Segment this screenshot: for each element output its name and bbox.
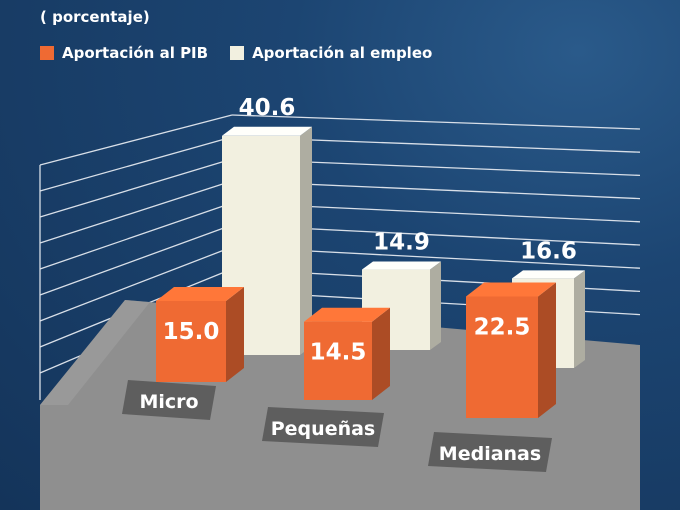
category-text: Pequeñas	[271, 418, 375, 440]
bar-pib-0-top	[156, 287, 244, 301]
bar-pib-1-side	[372, 307, 390, 400]
gridline-left	[39, 246, 233, 322]
bar-pib-1-top	[304, 307, 390, 322]
gridline-left	[39, 224, 233, 296]
bar-pib-2-top	[466, 282, 556, 297]
bar-pib-0-value-label: 15.0	[163, 319, 220, 345]
chart-subtitle: ( porcentaje)	[40, 8, 150, 26]
gridline-left	[39, 136, 233, 192]
bar-pib-2-value-label: 22.5	[474, 315, 531, 341]
bar-pib-1: 14.5	[304, 307, 390, 400]
category-text: Medianas	[439, 443, 541, 465]
bar-pib-0: 15.0	[156, 287, 244, 382]
bar-empleo-1-value-label: 14.9	[373, 230, 430, 256]
category-label-medianas: Medianas	[428, 432, 552, 472]
gridline-left	[39, 114, 233, 166]
bar-empleo-1-side	[430, 261, 441, 350]
bar-pib-0-front	[156, 301, 226, 382]
bar-empleo-1-top	[362, 261, 441, 270]
category-text: Micro	[139, 391, 198, 413]
category-label-micro: Micro	[122, 380, 216, 420]
legend: Aportación al PIB Aportación al empleo	[40, 44, 454, 62]
category-plaque	[428, 432, 552, 472]
category-label-pequeñas: Pequeñas	[262, 407, 384, 447]
chart-floor-edge	[40, 300, 150, 405]
bar-empleo-2-top	[512, 270, 585, 279]
bar-empleo-0-top	[222, 126, 312, 136]
bar-empleo-2-side	[574, 270, 585, 368]
legend-label-pib: Aportación al PIB	[62, 44, 209, 62]
bar-empleo-0-side	[300, 126, 312, 355]
gridline-left	[39, 158, 233, 218]
bar-pib-2: 22.5	[466, 282, 556, 418]
legend-swatch-empleo	[230, 46, 245, 60]
bar-pib-0-side	[226, 287, 244, 382]
gridline-left	[39, 202, 233, 270]
bar-pib-1-value-label: 14.5	[310, 340, 367, 366]
bar-empleo-0-value-label: 40.6	[239, 95, 296, 121]
bar-empleo-2-value-label: 16.6	[520, 238, 577, 264]
category-plaque	[262, 407, 384, 447]
gridline-left	[39, 180, 233, 244]
bar-pib-1-front	[304, 321, 372, 400]
legend-label-empleo: Aportación al empleo	[252, 44, 433, 62]
legend-item-empleo: Aportación al empleo	[230, 44, 432, 62]
bar-pib-2-side	[538, 282, 556, 418]
legend-swatch-pib	[40, 46, 54, 60]
category-plaque	[122, 380, 216, 420]
bar-empleo-1: 14.9	[362, 230, 441, 350]
gridline-right	[231, 114, 641, 130]
bar-pib-2-front	[466, 296, 538, 418]
legend-item-pib: Aportación al PIB	[40, 44, 208, 62]
